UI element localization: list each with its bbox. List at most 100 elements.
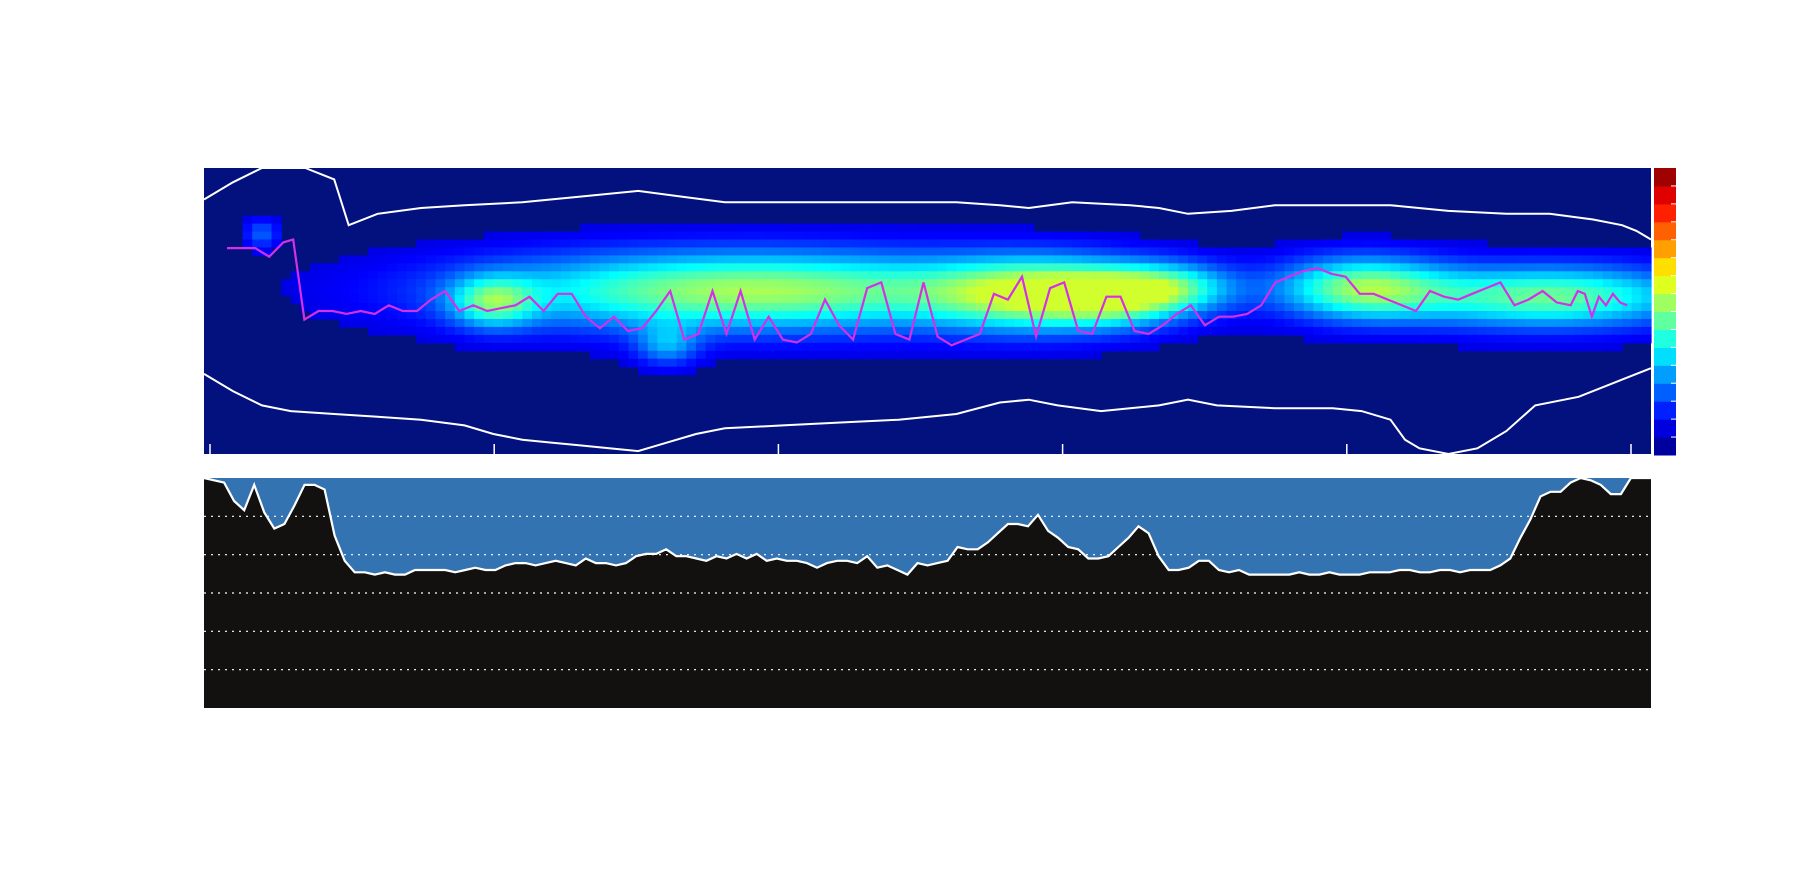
heatmap-cell: [1342, 311, 1353, 320]
heatmap-cell: [1573, 318, 1585, 328]
colorbar-step: [1654, 293, 1676, 312]
heatmap-cell: [1390, 295, 1401, 304]
heatmap-cell: [541, 239, 552, 249]
heatmap-cell: [1361, 247, 1372, 256]
heatmap-cell: [1612, 263, 1623, 272]
heatmap-cell: [348, 311, 359, 320]
heatmap-cell: [1390, 334, 1401, 344]
heatmap-cell: [1409, 247, 1421, 256]
heatmap-cell: [1226, 318, 1237, 328]
heatmap-cell: [483, 271, 494, 280]
heatmap-cell: [589, 311, 601, 320]
heatmap-cell: [908, 326, 919, 336]
heatmap-cell: [589, 223, 601, 233]
heatmap-cell: [1178, 334, 1189, 344]
heatmap-cell: [1294, 279, 1305, 288]
heatmap-cell: [541, 287, 552, 296]
heatmap-cell: [1535, 342, 1546, 352]
heatmap-cell: [281, 287, 292, 296]
heatmap-cell: [1023, 334, 1035, 344]
heatmap-cell: [1438, 334, 1450, 344]
heatmap-cell: [541, 255, 552, 264]
heatmap-cell: [599, 239, 610, 249]
heatmap-cell: [551, 231, 562, 241]
heatmap-cell: [1351, 279, 1363, 288]
heatmap-cell: [869, 311, 880, 320]
heatmap-cell: [937, 263, 948, 272]
heatmap-cell: [1477, 311, 1488, 320]
heatmap-cell: [686, 255, 697, 264]
heatmap-cell: [821, 279, 832, 288]
heatmap-cell: [1052, 303, 1064, 312]
heatmap-cell: [1467, 247, 1478, 256]
heatmap-cell: [1313, 318, 1324, 328]
heatmap-cell: [1004, 342, 1015, 352]
heatmap-cell: [773, 311, 784, 320]
heatmap-cell: [744, 342, 755, 352]
heatmap-cell: [1448, 311, 1459, 320]
heatmap-cell: [1612, 271, 1623, 280]
heatmap-cell: [1023, 247, 1035, 256]
heatmap-cell: [1351, 239, 1363, 249]
heatmap-cell: [1187, 287, 1199, 296]
heatmap-cell: [1506, 287, 1517, 296]
heatmap-cell: [724, 311, 736, 320]
heatmap-cell: [1438, 247, 1450, 256]
heatmap-cell: [1110, 263, 1122, 272]
heatmap-cell: [1554, 255, 1565, 264]
heatmap-cell: [773, 342, 784, 352]
heatmap-cell: [724, 326, 736, 336]
heatmap-cell: [377, 303, 388, 312]
heatmap-cell: [937, 326, 948, 336]
heatmap-cell: [1564, 318, 1575, 328]
heatmap-cell: [1062, 263, 1073, 272]
heatmap-cell: [802, 231, 813, 241]
heatmap-cell: [425, 287, 437, 296]
heatmap-cell: [1641, 279, 1652, 288]
heatmap-cell: [1004, 255, 1015, 264]
heatmap-cell: [869, 247, 880, 256]
heatmap-cell: [1467, 263, 1478, 272]
heatmap-cell: [1043, 231, 1054, 241]
heatmap-cell: [474, 271, 485, 280]
heatmap-cell: [1419, 255, 1430, 264]
heatmap-cell: [995, 287, 1006, 296]
heatmap-cell: [599, 247, 610, 256]
heatmap-cell: [1477, 334, 1488, 344]
heatmap-cell: [908, 342, 919, 352]
heatmap-cell: [1477, 303, 1488, 312]
heatmap-cell: [1400, 311, 1411, 320]
heatmap-cell: [763, 255, 774, 264]
heatmap-cell: [609, 271, 620, 280]
heatmap-cell: [792, 342, 803, 352]
heatmap-cell: [1506, 255, 1517, 264]
heatmap-cell: [1072, 334, 1083, 344]
heatmap-cell: [483, 287, 494, 296]
heatmap-cell: [1467, 311, 1478, 320]
heatmap-cell: [879, 239, 890, 249]
heatmap-cell: [618, 311, 630, 320]
heatmap-cell: [1120, 342, 1131, 352]
heatmap-cell: [831, 295, 842, 304]
heatmap-cell: [551, 342, 562, 352]
heatmap-cell: [1004, 303, 1015, 312]
heatmap-cell: [985, 342, 996, 352]
heatmap-cell: [1622, 255, 1633, 264]
heatmap-cell: [1274, 318, 1286, 328]
heatmap-cell: [435, 239, 446, 249]
heatmap-cell: [898, 247, 909, 256]
heatmap-cell: [1351, 303, 1363, 312]
heatmap-cell: [300, 295, 311, 304]
heatmap-cell: [1612, 303, 1623, 312]
heatmap-cell: [1380, 263, 1392, 272]
heatmap-cell: [859, 239, 871, 249]
heatmap-cell: [975, 279, 986, 288]
heatmap-cell: [927, 255, 938, 264]
heatmap-cell: [1535, 303, 1546, 312]
heatmap-cell: [1506, 279, 1517, 288]
heatmap-cell: [724, 255, 736, 264]
heatmap-cell: [628, 231, 639, 241]
heatmap-cell: [416, 326, 427, 336]
heatmap-cell: [1255, 303, 1266, 312]
